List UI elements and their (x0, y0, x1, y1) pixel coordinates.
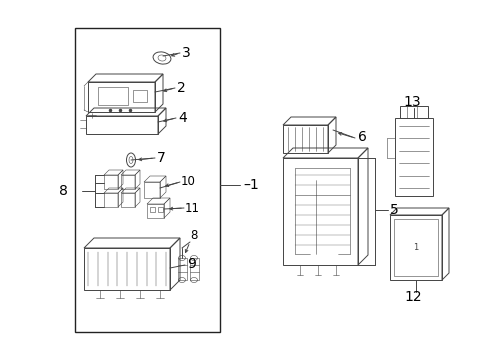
Text: 7: 7 (157, 151, 165, 165)
Text: 9: 9 (186, 257, 196, 271)
Text: 11: 11 (184, 202, 200, 215)
Text: 5: 5 (389, 203, 398, 217)
Text: 2: 2 (177, 81, 185, 95)
Bar (178, 258, 186, 280)
Text: 10: 10 (181, 175, 196, 188)
Text: 8: 8 (190, 229, 197, 242)
Bar (98, 87, 128, 105)
Bar (75, 28, 220, 332)
Bar (133, 90, 147, 102)
Text: 13: 13 (402, 95, 420, 109)
Text: 4: 4 (178, 111, 186, 125)
Text: 12: 12 (403, 290, 421, 304)
Text: 1: 1 (412, 243, 418, 252)
Bar (190, 258, 199, 280)
Bar (150, 207, 155, 212)
Text: 8: 8 (59, 184, 68, 198)
Bar (393, 219, 437, 276)
Text: 3: 3 (182, 46, 190, 60)
Text: –1: –1 (243, 178, 258, 192)
Bar (158, 207, 163, 212)
Text: 6: 6 (357, 130, 366, 144)
